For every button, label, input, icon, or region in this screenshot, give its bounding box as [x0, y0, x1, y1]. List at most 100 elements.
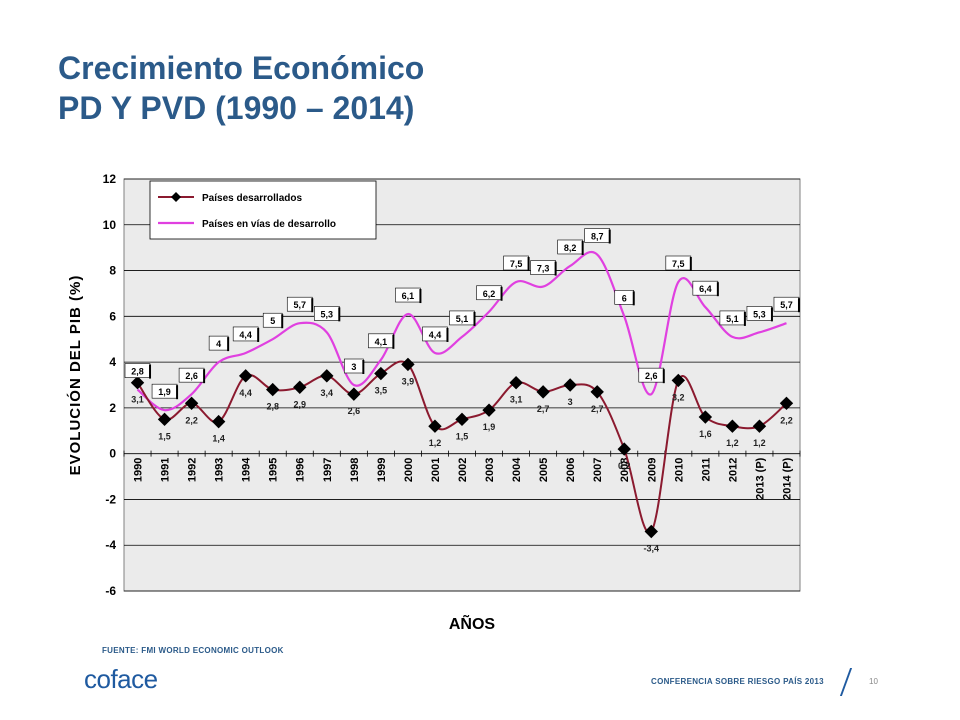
data-label-developed: 1,6 — [699, 429, 712, 439]
data-label-developing: 7,3 — [537, 264, 550, 274]
y-tick-label: 0 — [109, 447, 116, 461]
x-tick-label: 2010 — [673, 458, 685, 482]
x-tick-label: 1990 — [133, 458, 145, 482]
x-tick-label: 2009 — [646, 458, 658, 482]
data-label-developing: 8,7 — [591, 232, 604, 242]
data-label-developed: 3,9 — [402, 376, 415, 386]
series-line-developing — [136, 250, 787, 412]
x-tick-label: 1996 — [295, 458, 307, 482]
y-axis-title: EVOLUCIÓN DEL PIB (%) — [66, 275, 84, 476]
data-label-developing: 5,1 — [726, 314, 739, 324]
y-tick-label: 2 — [109, 401, 116, 415]
data-label-developing: 4,1 — [375, 337, 388, 347]
marker-developed — [238, 369, 253, 383]
slide-title: Crecimiento Económico PD Y PVD (1990 – 2… — [58, 48, 424, 128]
page-number: 10 — [869, 677, 878, 686]
data-label-developed: 4,4 — [239, 388, 252, 398]
x-tick-label: 2011 — [700, 458, 712, 482]
data-label-developed: 2,7 — [591, 404, 604, 414]
slide-title-line1: Crecimiento Económico — [58, 50, 425, 86]
data-label-developed: 3,4 — [321, 388, 334, 398]
data-label-developing: 2,6 — [645, 371, 658, 381]
x-tick-label: 1992 — [187, 458, 199, 482]
legend-label-developed: Países desarrollados — [202, 193, 302, 204]
x-axis-title: AÑOS — [449, 613, 496, 633]
data-label-developed: 3 — [568, 397, 573, 407]
data-label-developed: 0,2 — [618, 461, 631, 471]
data-label-developed: 2,6 — [348, 406, 361, 416]
data-label-developed: 1,2 — [429, 438, 442, 448]
data-label-developed: 2,8 — [266, 402, 279, 412]
y-tick-label: 12 — [103, 172, 117, 186]
marker-developed — [401, 357, 415, 372]
gdp-growth-chart: -6 -4 -2 0 2 4 6 8 10 12 1990 1991 1992 1993 1994 1995 1… — [66, 172, 801, 633]
marker-developed — [428, 419, 442, 433]
x-tick-label: 2006 — [565, 458, 577, 482]
footer-slash-divider — [839, 668, 853, 696]
data-label-developed: 1,5 — [456, 431, 469, 441]
data-label-developing: 7,5 — [672, 259, 685, 269]
data-label-developed: 1,2 — [753, 438, 766, 448]
x-tick-label: 1997 — [322, 458, 334, 482]
data-label-developing: 4,4 — [429, 330, 442, 340]
marker-developed — [130, 376, 145, 390]
marker-developed — [320, 369, 334, 383]
data-label-developing: 3 — [351, 362, 356, 372]
data-label-developed: 3,1 — [131, 395, 144, 405]
data-label-developing: 4 — [216, 339, 221, 349]
marker-developed — [509, 376, 523, 390]
data-label-developing: 5 — [270, 316, 275, 326]
data-label-developing: 2,8 — [131, 367, 144, 377]
data-label-developing: 6,4 — [699, 284, 712, 294]
marker-developed — [644, 524, 658, 539]
y-tick-label: 6 — [109, 309, 116, 323]
marker-developed — [482, 403, 496, 417]
data-label-developed: 2,2 — [780, 415, 793, 425]
legend-marker-developed — [171, 192, 181, 202]
x-tick-label: 2001 — [430, 458, 442, 482]
marker-developed — [617, 442, 631, 456]
data-label-developing: 5,1 — [456, 314, 469, 324]
x-tick-label: 1998 — [349, 458, 361, 482]
data-label-developed: -3,4 — [644, 543, 660, 553]
marker-developed — [266, 382, 280, 397]
marker-developed — [347, 387, 361, 401]
data-label-developing: 1,9 — [158, 387, 171, 397]
x-tick-label: 1991 — [160, 458, 172, 482]
x-tick-label: 2004 — [511, 457, 523, 482]
x-tick-label: 2000 — [403, 458, 415, 482]
x-tick-label: 2003 — [484, 458, 496, 482]
data-label-developing: 5,7 — [294, 300, 307, 310]
source-note: FUENTE: FMI WORLD ECONOMIC OUTLOOK — [102, 646, 284, 655]
data-label-developing: 6,2 — [483, 289, 496, 299]
y-tick-label: 4 — [109, 355, 116, 369]
data-label-developed: 2,7 — [537, 404, 550, 414]
marker-developed — [184, 396, 199, 411]
data-label-developed: 3,2 — [672, 392, 685, 402]
data-label-developing: 6,1 — [402, 291, 415, 301]
data-label-developed: 1,5 — [158, 431, 171, 441]
data-label-developing: 5,3 — [753, 309, 766, 319]
data-label-developing: 4,4 — [239, 330, 252, 340]
plot-area — [123, 178, 801, 592]
data-label-developing: 7,5 — [510, 259, 523, 269]
marker-developed — [211, 414, 226, 429]
y-tick-label: -6 — [105, 584, 116, 598]
data-label-developed: 1,4 — [212, 434, 225, 444]
data-label-developing: 8,2 — [564, 243, 577, 253]
marker-developed — [455, 412, 469, 427]
marker-developed — [752, 419, 767, 433]
data-label-developed: 1,2 — [726, 438, 739, 448]
marker-developed — [374, 366, 388, 381]
marker-developed — [698, 410, 713, 424]
x-tick-label: 2012 — [727, 458, 739, 482]
data-label-developed: 2,9 — [294, 399, 307, 409]
y-tick-label: 10 — [103, 218, 117, 232]
marker-developed — [671, 373, 686, 388]
legend-box — [149, 180, 377, 240]
data-label-developed: 2,2 — [185, 415, 198, 425]
marker-developed — [725, 419, 740, 433]
x-tick-label: 2002 — [457, 458, 469, 482]
slide-title-line2: PD Y PVD (1990 – 2014) — [58, 90, 415, 126]
marker-developed — [779, 396, 794, 411]
